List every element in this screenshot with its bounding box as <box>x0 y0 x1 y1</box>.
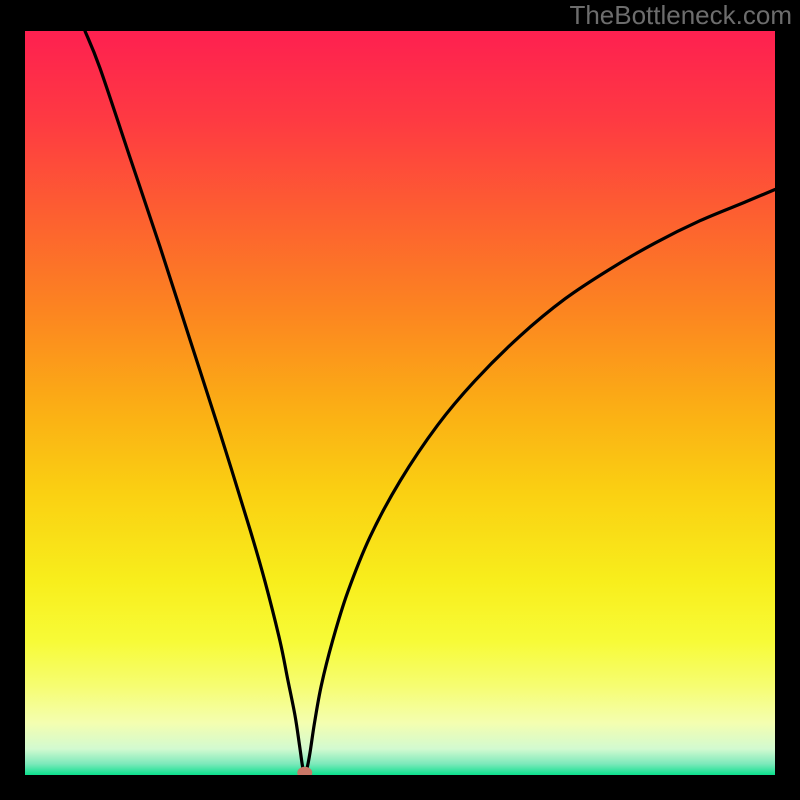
chart-container: TheBottleneck.com <box>0 0 800 800</box>
chart-gradient-background <box>25 31 775 775</box>
watermark-text: TheBottleneck.com <box>569 0 792 30</box>
bottleneck-chart: TheBottleneck.com <box>0 0 800 800</box>
